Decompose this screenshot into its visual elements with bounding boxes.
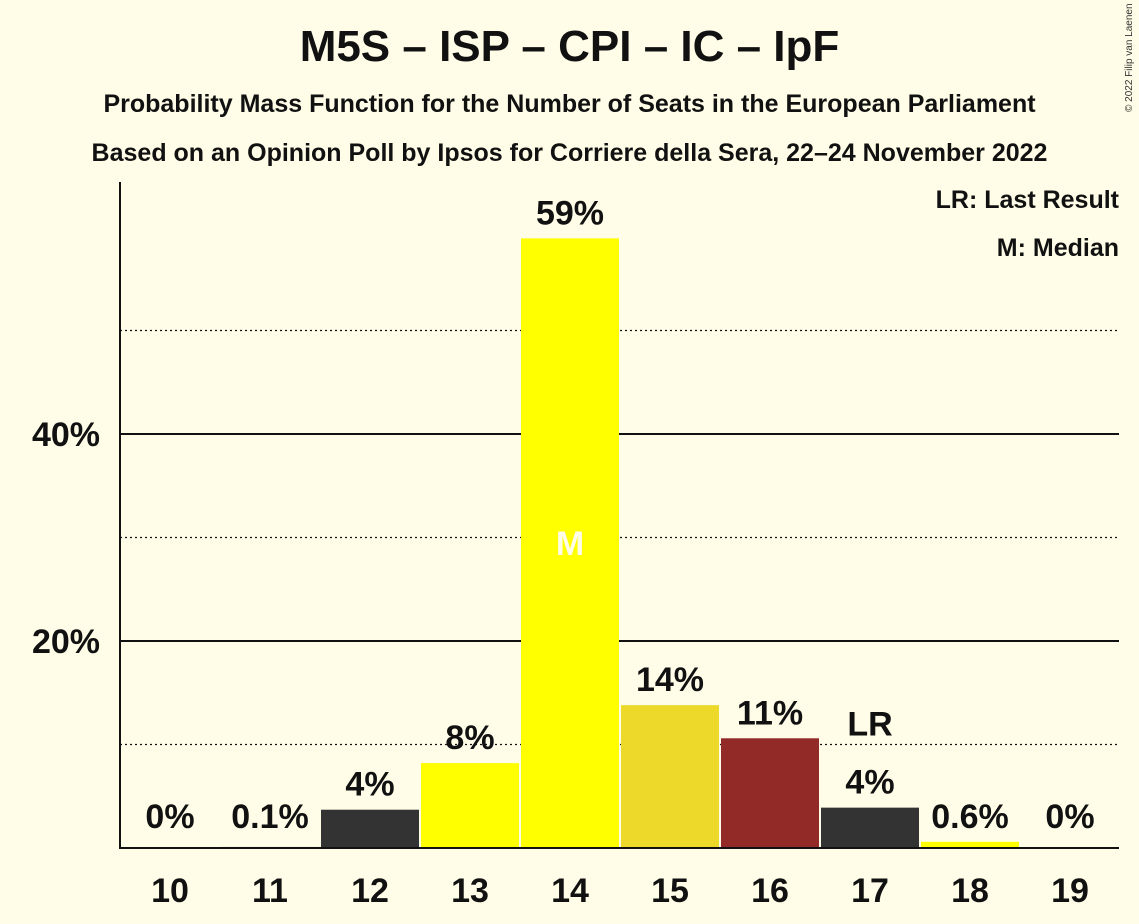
data-label: 0.1% <box>231 798 309 836</box>
data-label: 8% <box>445 719 494 757</box>
x-tick-label: 15 <box>651 872 689 910</box>
chart-title: M5S – ISP – CPI – IC – IpF <box>299 22 840 71</box>
y-tick-label: 20% <box>32 623 100 661</box>
chart-subtitle: Probability Mass Function for the Number… <box>103 90 1036 118</box>
data-label: 0% <box>145 798 194 836</box>
legend-median: M: Median <box>996 234 1119 262</box>
bar-17 <box>821 807 919 848</box>
data-label: 59% <box>536 194 604 232</box>
last-result-marker: LR <box>847 706 892 744</box>
legend-last-result: LR: Last Result <box>935 186 1119 214</box>
data-label: 4% <box>845 764 894 802</box>
data-label: 14% <box>636 661 704 699</box>
bar-18 <box>921 841 1019 848</box>
x-tick-label: 19 <box>1051 872 1089 910</box>
data-label: 4% <box>345 766 394 804</box>
bar-12 <box>321 809 419 848</box>
data-label: 0.6% <box>931 798 1009 836</box>
x-tick-label: 12 <box>351 872 389 910</box>
bar-15 <box>621 705 719 848</box>
y-tick-label: 40% <box>32 416 100 454</box>
x-tick-label: 11 <box>252 872 288 910</box>
chart-subtitle-source: Based on an Opinion Poll by Ipsos for Co… <box>91 139 1048 167</box>
x-tick-label: 10 <box>151 872 189 910</box>
data-label: 0% <box>1045 798 1094 836</box>
bar-14 <box>521 238 619 848</box>
x-tick-label: 13 <box>451 872 489 910</box>
x-tick-label: 16 <box>751 872 789 910</box>
x-tick-label: 18 <box>951 872 989 910</box>
x-tick-label: 14 <box>551 872 589 910</box>
data-label: 11% <box>737 694 803 732</box>
x-tick-label: 17 <box>851 872 889 910</box>
median-marker: M <box>556 525 584 563</box>
bar-13 <box>421 763 519 848</box>
bar-16 <box>721 738 819 848</box>
